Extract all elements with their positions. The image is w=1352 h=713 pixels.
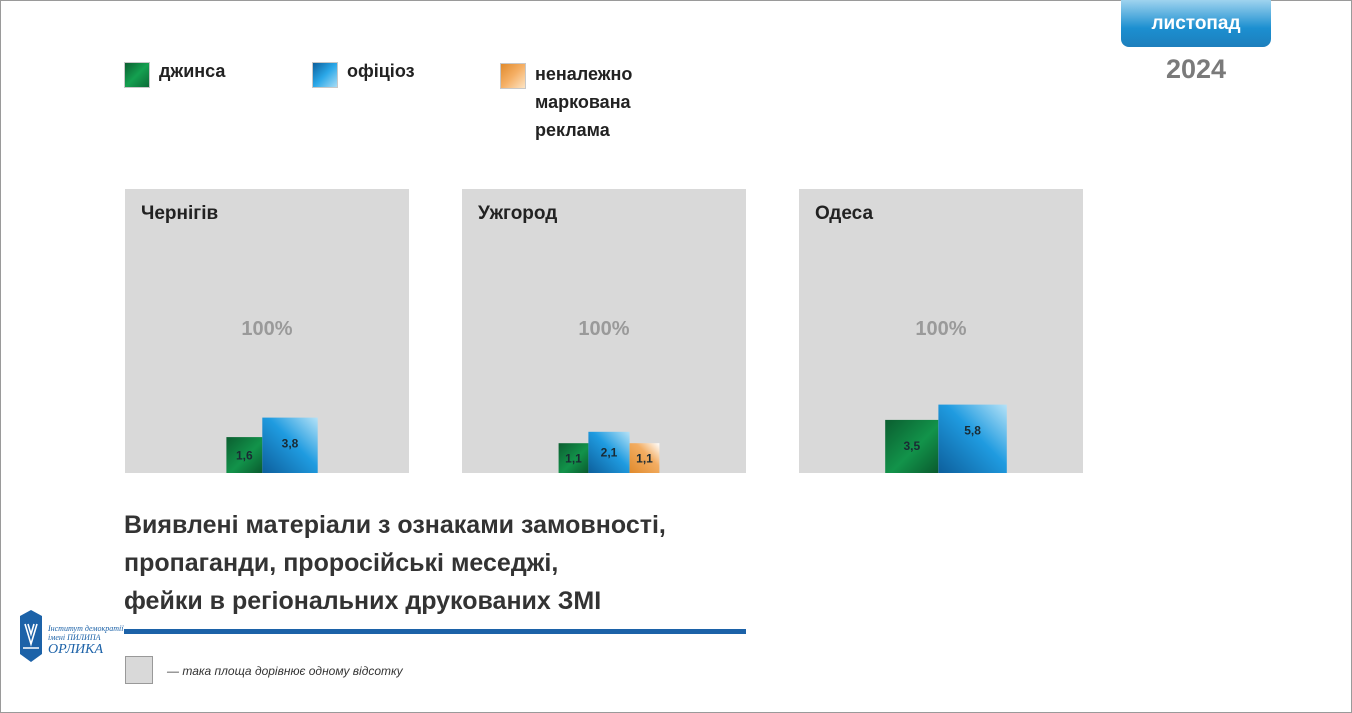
scale-note-swatch [125, 656, 153, 684]
headline: Виявлені матеріали з ознаками замовності… [124, 506, 666, 620]
scale-note-text: — така площа дорівнює одному відсотку [167, 664, 403, 678]
bar-dzhynsa [558, 443, 589, 473]
bar-value-label-dzhynsa: 1,1 [565, 452, 582, 466]
chart-panel-odesa: Одеса 100% 3,5 5,8 [799, 189, 1083, 473]
legend-item-reklama: неналежно маркована реклама [500, 60, 650, 144]
bar-ofitsioz [938, 404, 1007, 473]
bar-ofitsioz [588, 431, 630, 473]
logo-line-1: Інститут демократії [48, 624, 124, 633]
legend-label-reklama: неналежно маркована реклама [535, 64, 633, 140]
year-label: 2024 [1165, 54, 1227, 84]
panel-total-label: 100% [241, 318, 293, 340]
bars-chart: 3,5 5,8 [885, 404, 1007, 473]
bar-dzhynsa [226, 437, 263, 473]
headline-rule [124, 629, 746, 634]
legend-swatch-reklama [500, 63, 526, 89]
legend-swatch-ofitsioz [312, 62, 338, 88]
panel-total-label: 100% [915, 318, 967, 340]
legend-label-dzhynsa: джинса [159, 61, 226, 81]
bar-value-label-dzhynsa: 3,5 [903, 439, 920, 453]
bar-reklama [629, 443, 660, 473]
bar-value-label-dzhynsa: 1,6 [236, 448, 253, 462]
bar-value-label-ofitsioz: 2,1 [601, 446, 618, 460]
logo-emblem-icon [20, 610, 42, 662]
bar-value-label-ofitsioz: 3,8 [282, 437, 299, 451]
bar-dzhynsa [885, 419, 939, 473]
panel-title: Одеса [815, 203, 874, 224]
bar-value-label-reklama: 1,1 [636, 452, 653, 466]
legend-item-dzhynsa: джинса [124, 59, 274, 88]
bar-ofitsioz [262, 417, 318, 473]
legend-item-ofitsioz: офіціоз [312, 59, 462, 88]
legend-swatch-dzhynsa [124, 62, 150, 88]
chart-panel-chernihiv: Чернігів 100% 1,6 3,8 [125, 189, 409, 473]
logo-line-3: ОРЛИКА [48, 642, 104, 657]
month-badge: листопад [1121, 0, 1271, 47]
bars-chart: 1,6 3,8 [226, 417, 318, 473]
chart-panel-uzhhorod: Ужгород 100% 1,1 2,1 1,1 [462, 189, 746, 473]
logo-text: Інститут демократії імені ПИЛИПА ОРЛИКА [48, 624, 123, 657]
legend-label-ofitsioz: офіціоз [347, 61, 415, 81]
institute-logo: Інститут демократії імені ПИЛИПА ОРЛИКА [18, 610, 128, 666]
panel-total-label: 100% [578, 318, 630, 340]
bar-value-label-ofitsioz: 5,8 [964, 424, 981, 438]
logo-line-2: імені ПИЛИПА [48, 633, 101, 642]
panel-title: Чернігів [141, 203, 219, 224]
headline-line-1: Виявлені матеріали з ознаками замовності… [124, 511, 666, 539]
headline-line-2: пропаганди, проросійські меседжі, [124, 549, 559, 577]
headline-line-3: фейки в регіональних друкованих ЗМІ [124, 587, 602, 615]
month-label: листопад [1151, 12, 1241, 34]
bars-chart: 1,1 2,1 1,1 [558, 431, 660, 473]
panel-title: Ужгород [478, 203, 558, 224]
